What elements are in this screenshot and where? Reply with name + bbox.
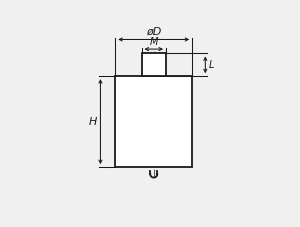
Bar xyxy=(142,54,166,76)
Bar xyxy=(115,76,192,167)
Text: H: H xyxy=(88,117,97,127)
Text: M: M xyxy=(150,37,158,47)
Text: L: L xyxy=(209,60,214,70)
Text: øD: øD xyxy=(146,26,161,36)
